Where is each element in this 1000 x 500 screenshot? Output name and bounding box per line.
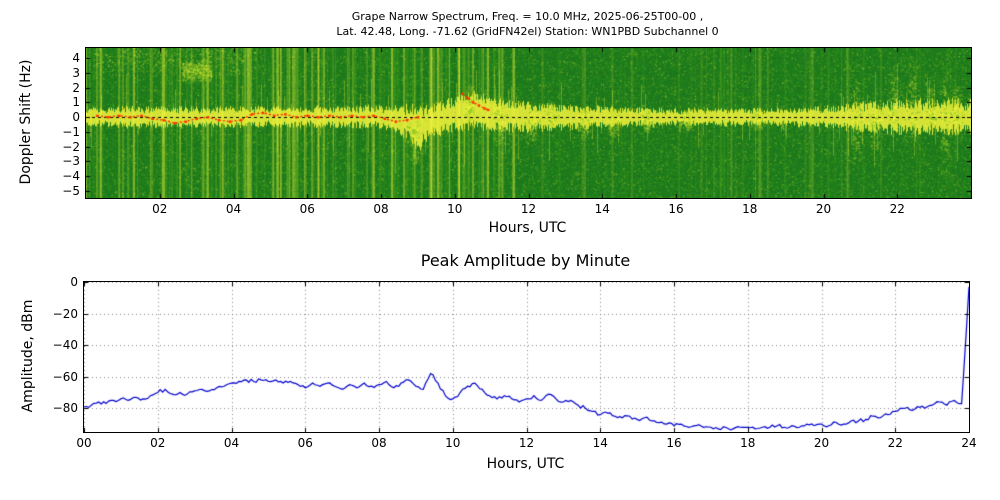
- tick-label: 02: [150, 436, 166, 450]
- tick-label: 2: [72, 80, 80, 95]
- spectrogram-x-tick-labels: 02 04 06 08 10 12 14 16 18 20 22: [86, 201, 971, 217]
- tick-label: 10: [445, 436, 461, 450]
- tick-label: 22: [889, 202, 905, 216]
- tick-label: 20: [815, 202, 832, 216]
- tick-label: −3: [62, 154, 80, 169]
- tick-label: −20: [52, 306, 78, 321]
- amplitude-plot-area: [83, 281, 970, 433]
- spectrogram-y-tick-labels: 4 3 2 1 0 −1 −2 −3 −4 −5: [40, 48, 80, 198]
- tick-label: −40: [52, 338, 78, 353]
- tick-label: −2: [62, 139, 80, 154]
- amplitude-x-tick-labels: 00 02 04 06 08 10 12 14 16 18 20 22 24: [76, 435, 976, 451]
- tick-label: 12: [518, 436, 535, 450]
- tick-label: 06: [297, 436, 313, 450]
- tick-label: −60: [52, 369, 78, 384]
- tick-label: 16: [666, 436, 682, 450]
- tick-label: 16: [668, 202, 684, 216]
- tick-label: −4: [62, 168, 80, 183]
- spectrogram-plot-area: [85, 47, 972, 199]
- amplitude-x-axis-label: Hours, UTC: [486, 456, 565, 472]
- tick-label: 20: [813, 436, 830, 450]
- tick-label: 06: [299, 202, 315, 216]
- tick-label: 08: [371, 436, 387, 450]
- tick-label: 12: [520, 202, 537, 216]
- amplitude-y-tick-labels: 0 −20 −40 −60 −80: [34, 275, 78, 432]
- tick-label: 24: [961, 436, 977, 450]
- tick-label: −1: [62, 124, 80, 139]
- tick-label: 22: [887, 436, 903, 450]
- tick-label: −80: [52, 401, 78, 416]
- tick-label: 04: [223, 436, 240, 450]
- tick-label: 04: [225, 202, 242, 216]
- spectrogram-title-line1: Grape Narrow Spectrum, Freq. = 10.0 MHz,…: [351, 10, 704, 23]
- tick-label: 02: [152, 202, 168, 216]
- tick-label: 10: [447, 202, 463, 216]
- spectrogram-y-axis-label: Doppler Shift (Hz): [18, 59, 34, 185]
- tick-label: 08: [373, 202, 389, 216]
- tick-label: −5: [62, 183, 80, 198]
- tick-label: 14: [592, 436, 608, 450]
- tick-label: 0: [72, 110, 80, 125]
- tick-label: 14: [594, 202, 610, 216]
- tick-label: 18: [740, 436, 756, 450]
- spectrogram-title-line2: Lat. 42.48, Long. -71.62 (GridFN42el) St…: [336, 25, 719, 38]
- tick-label: 00: [76, 436, 92, 450]
- tick-label: 1: [72, 95, 80, 110]
- tick-label: 4: [72, 51, 80, 66]
- spectrogram-x-axis-label: Hours, UTC: [488, 220, 567, 236]
- tick-label: 18: [742, 202, 758, 216]
- tick-label: 0: [70, 275, 78, 289]
- tick-label: 3: [72, 66, 80, 80]
- amplitude-chart-title: Peak Amplitude by Minute: [420, 251, 631, 270]
